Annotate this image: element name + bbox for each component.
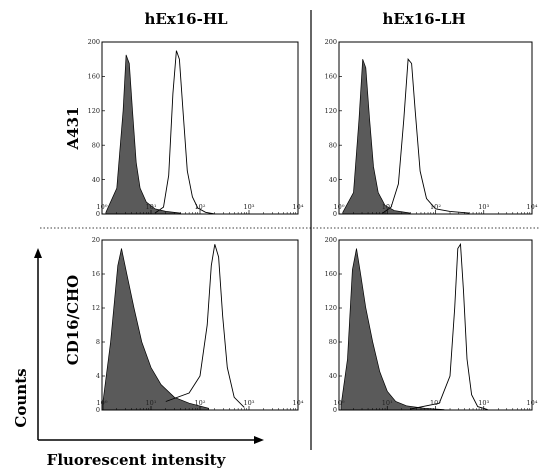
x-tick-label: 10² [430, 203, 441, 211]
y-tick-label: 20 [92, 236, 100, 244]
x-tick-label: 10³ [478, 203, 489, 211]
x-tick-label: 10³ [244, 203, 255, 211]
y-tick-label: 12 [92, 304, 100, 312]
x-tick-label: 10¹ [146, 399, 157, 407]
histogram-line-series [382, 58, 470, 214]
y-tick-label: 40 [92, 176, 100, 184]
x-tick-label: 10⁴ [527, 399, 538, 407]
histogram-filled-series [340, 248, 445, 411]
y-axis-title: Counts [12, 368, 30, 427]
x-tick-label: 10⁴ [527, 203, 538, 211]
x-tick-label: 10⁴ [293, 203, 304, 211]
y-tick-label: 160 [325, 73, 337, 81]
x-tick-label: 10¹ [382, 399, 393, 407]
x-tick-label: 10¹ [146, 203, 157, 211]
x-tick-label: 10⁰ [97, 399, 108, 407]
y-tick-label: 120 [325, 304, 337, 312]
histogram-filled-series [342, 59, 411, 215]
y-tick-label: 40 [329, 372, 337, 380]
histogram-panel: 0 40 80 120 160 200 10⁰ 10¹ 10² 10³ 10⁴ [88, 38, 304, 218]
column-title-hl: hEx16-HL [144, 10, 228, 28]
counts-arrow-head [34, 248, 42, 258]
y-tick-label: 40 [329, 176, 337, 184]
y-tick-label: 80 [92, 141, 100, 149]
y-tick-label: 160 [88, 73, 100, 81]
y-tick-label: 80 [329, 338, 337, 346]
histogram-panel: 0 40 80 120 160 200 10⁰ 10¹ 10² 10³ 10⁴ [325, 236, 538, 414]
y-tick-label: 16 [92, 270, 100, 278]
y-tick-label: 0 [333, 406, 337, 414]
y-tick-label: 120 [88, 107, 100, 115]
x-tick-label: 10⁰ [97, 203, 108, 211]
x-tick-label: 10⁰ [334, 203, 345, 211]
y-tick-label: 80 [329, 141, 337, 149]
histogram-panel: 0 4 8 12 16 20 10⁰ 10¹ 10² 10³ 10⁴ [92, 236, 304, 414]
histogram-filled-series [105, 54, 181, 215]
y-tick-label: 8 [96, 338, 100, 346]
y-tick-label: 200 [325, 38, 337, 46]
x-tick-label: 10² [195, 399, 206, 407]
histogram-line-series [154, 50, 215, 215]
y-tick-label: 0 [96, 210, 100, 218]
x-tick-label: 10⁰ [334, 399, 345, 407]
y-tick-label: 200 [325, 236, 337, 244]
y-tick-label: 120 [325, 107, 337, 115]
x-tick-label: 10¹ [382, 203, 393, 211]
y-tick-label: 200 [88, 38, 100, 46]
intensity-arrow-head [254, 436, 264, 444]
x-axis-title: Fluorescent intensity [47, 451, 227, 469]
y-tick-label: 0 [96, 406, 100, 414]
x-tick-label: 10² [195, 203, 206, 211]
y-tick-label: 160 [325, 270, 337, 278]
x-tick-label: 10⁴ [293, 399, 304, 407]
y-tick-label: 4 [96, 372, 100, 380]
row-label-a431: A431 [64, 107, 82, 151]
histogram-line-series [410, 242, 488, 411]
y-tick-label: 0 [333, 210, 337, 218]
histogram-line-series [165, 244, 245, 408]
histogram-filled-series [102, 248, 209, 411]
column-title-lh: hEx16-LH [382, 10, 465, 28]
histogram-panel: 0 40 80 120 160 200 10⁰ 10¹ 10² 10³ 10⁴ [325, 38, 538, 218]
x-tick-label: 10³ [244, 399, 255, 407]
row-label-cd16cho: CD16/CHO [64, 275, 82, 365]
x-tick-label: 10³ [478, 399, 489, 407]
x-tick-label: 10² [430, 399, 441, 407]
